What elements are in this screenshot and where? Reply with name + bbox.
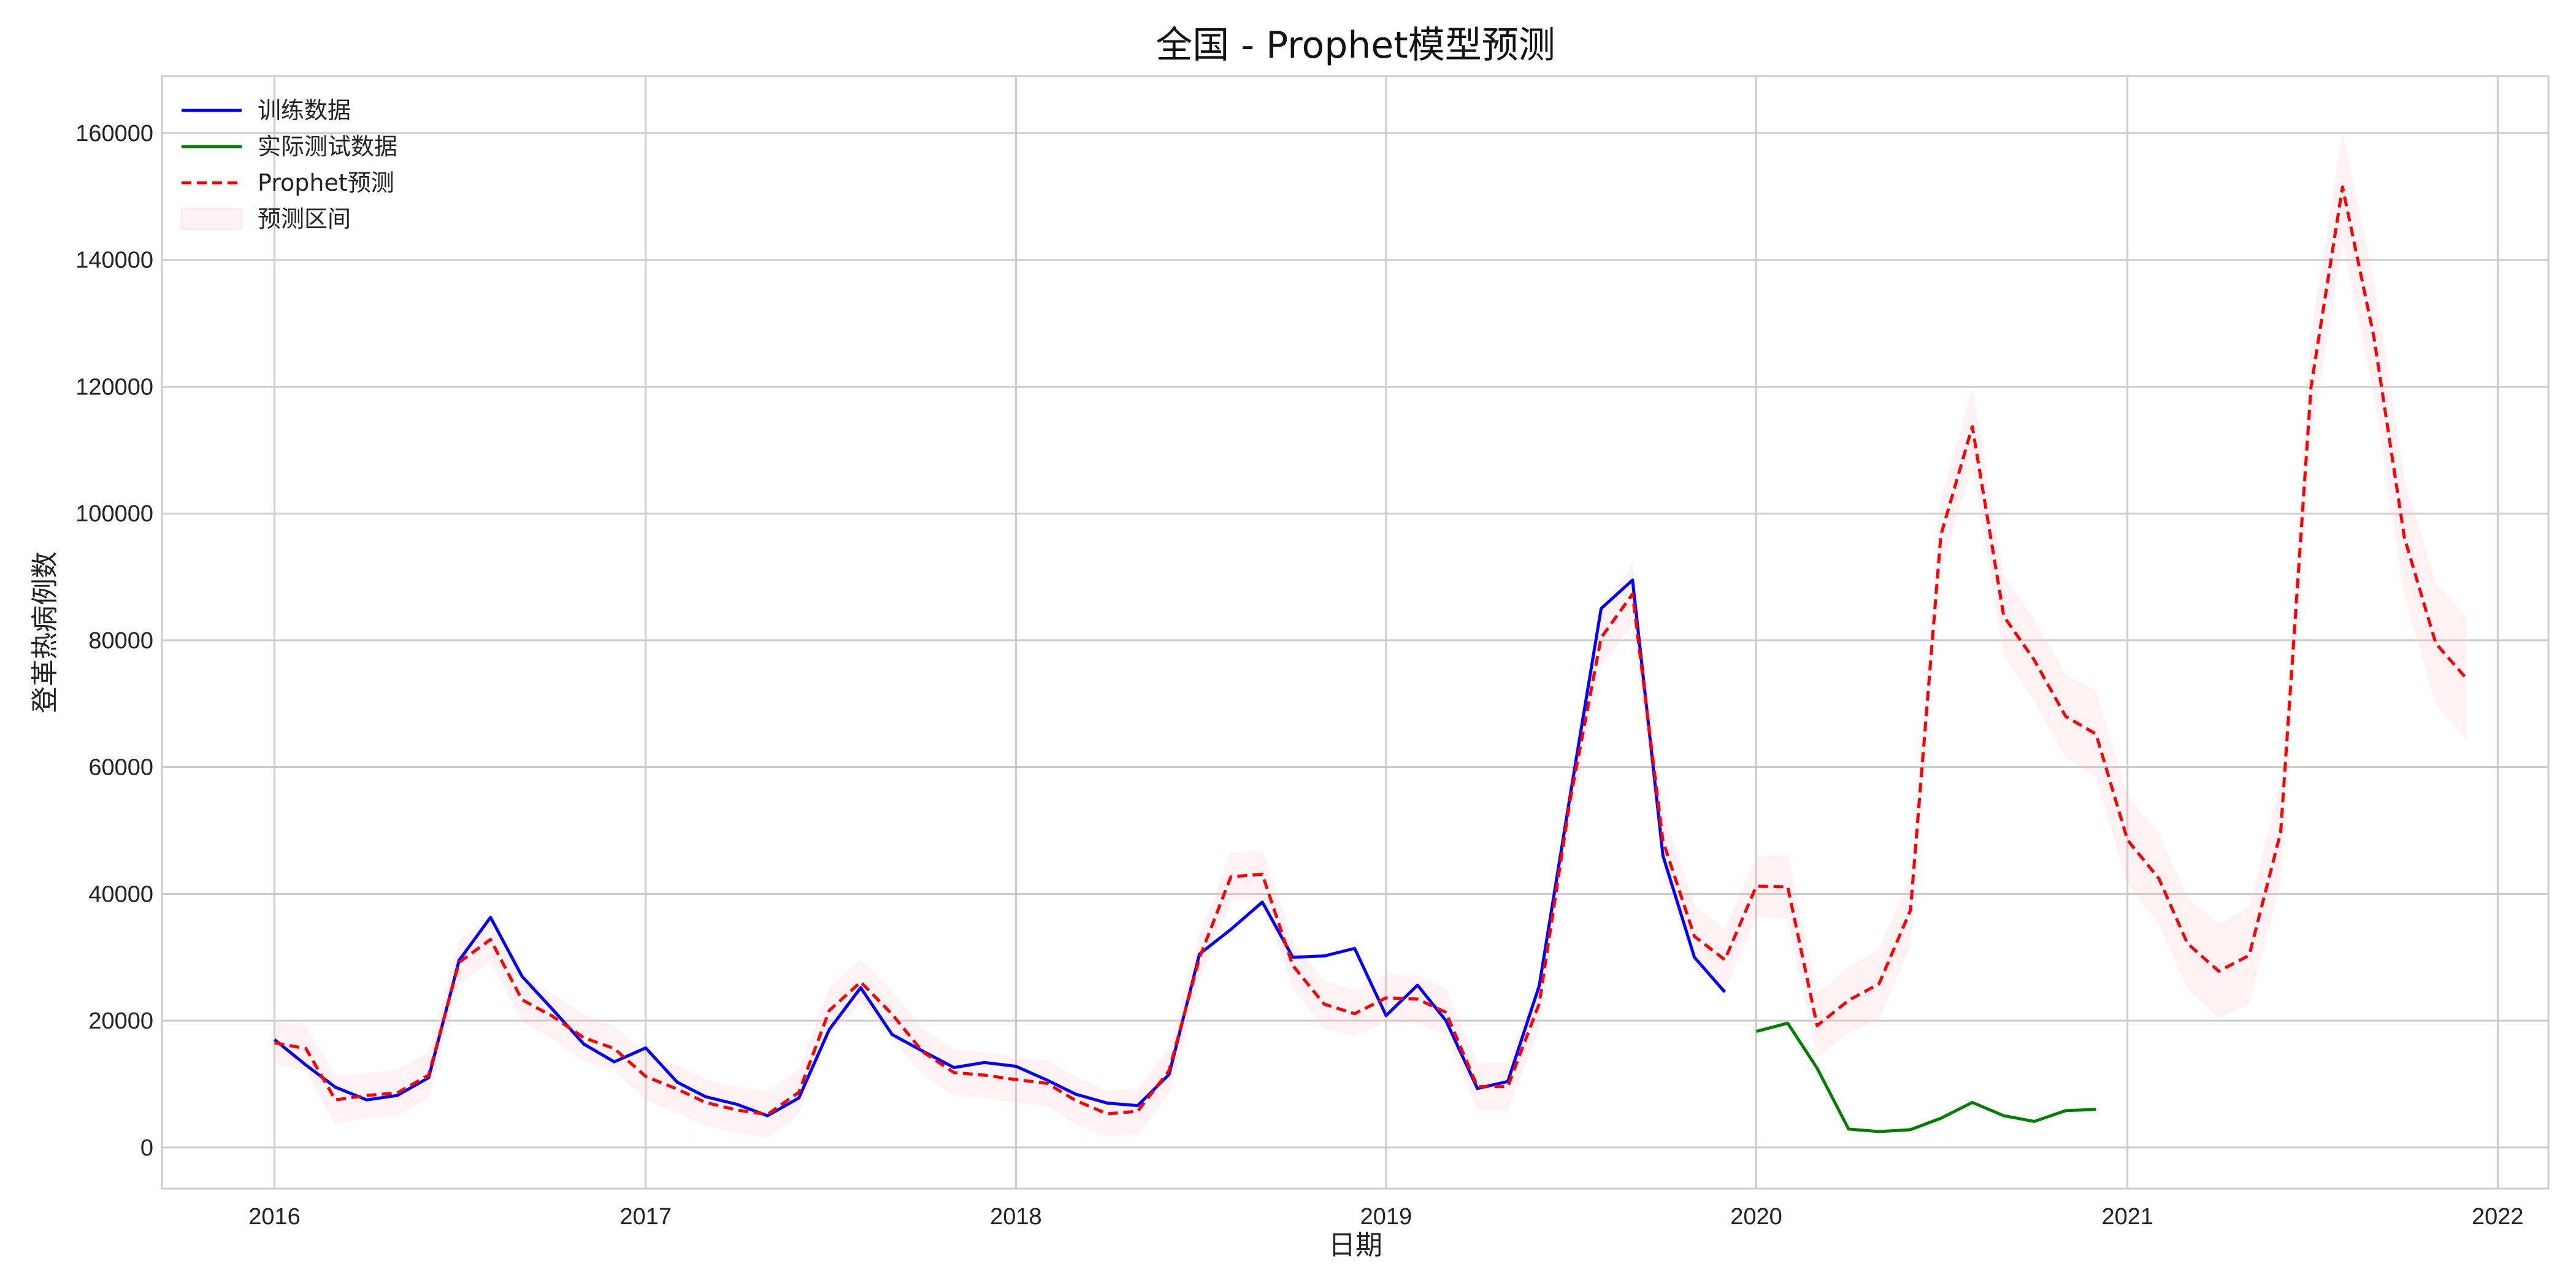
x-tick-labels: 2016 2017 2018 2019 2020 2021 2022 [248, 1204, 2523, 1230]
series-interval-band [274, 132, 2467, 1138]
legend-train-label: 训练数据 [258, 97, 351, 124]
x-tick-label: 2022 [2472, 1204, 2524, 1230]
series-train-line [273, 578, 1727, 1117]
y-tick-label: 80000 [88, 628, 153, 654]
x-axis-label: 日期 [1328, 1230, 1382, 1261]
plot-frame [161, 75, 2550, 1190]
y-axis-label: 登革热病例数 [29, 551, 61, 713]
series-lines [273, 185, 2467, 1133]
y-tick-labels: 0 20000 40000 60000 80000 100000 120000 140000 1… [75, 121, 153, 1161]
x-tick-label: 2016 [248, 1204, 301, 1230]
series-test-line [1755, 1021, 2096, 1133]
legend-interval-swatch [181, 208, 242, 230]
y-tick-label: 140000 [75, 248, 153, 274]
interval-band [274, 132, 2467, 1138]
y-tick-label: 20000 [88, 1008, 153, 1034]
y-tick-label: 40000 [88, 881, 153, 907]
y-tick-label: 160000 [75, 121, 153, 147]
x-tick-label: 2019 [1360, 1204, 1413, 1230]
legend-test-label: 实际测试数据 [258, 133, 397, 160]
x-tick-label: 2021 [2101, 1204, 2153, 1230]
legend-forecast-label: Prophet预测 [258, 169, 394, 196]
x-tick-label: 2018 [990, 1204, 1042, 1230]
legend-interval-label: 预测区间 [258, 205, 351, 232]
y-tick-label: 120000 [75, 374, 153, 400]
x-tick-label: 2017 [620, 1204, 672, 1230]
y-tick-label: 60000 [88, 755, 153, 781]
series-forecast-line [274, 185, 2467, 1116]
y-tick-label: 0 [140, 1135, 153, 1161]
grid [162, 76, 2548, 1189]
y-tick-label: 100000 [75, 501, 153, 527]
chart-title: 全国 - Prophet模型预测 [1156, 24, 1555, 67]
x-tick-label: 2020 [1730, 1204, 1782, 1230]
